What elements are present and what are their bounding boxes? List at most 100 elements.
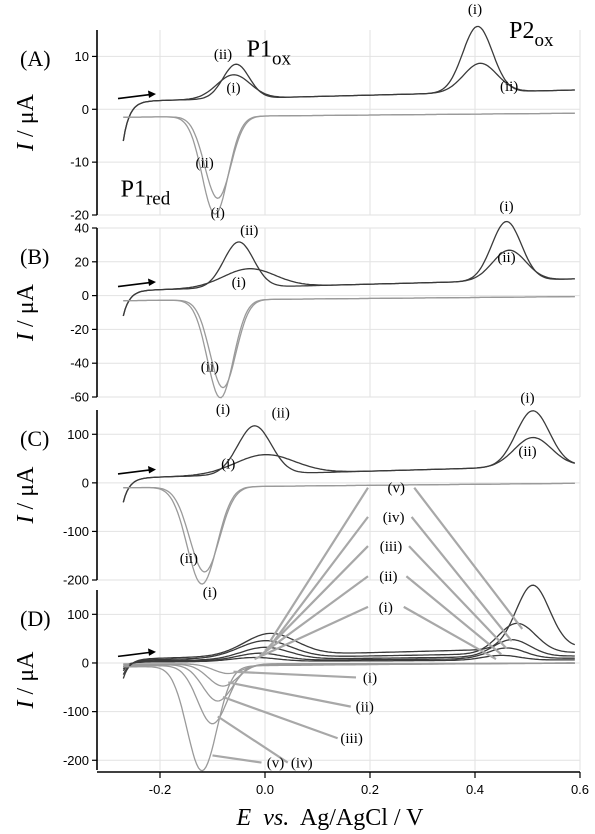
leader-bottom-3 <box>217 715 289 764</box>
x-axis-label-vs: vs. <box>263 805 289 831</box>
y-tick-label-a-3: -20 <box>70 208 89 223</box>
leader-bottom-0 <box>233 670 357 679</box>
y-tick-label-a-0: 10 <box>75 49 89 64</box>
y-tick-label-c-1: 0 <box>82 475 89 490</box>
peak-label-sub: red <box>146 189 171 210</box>
x-tick-label-4: 0.6 <box>571 782 589 797</box>
curve-label-a-5: (ii) <box>500 79 518 95</box>
y-tick-label-c-0: 100 <box>67 427 89 442</box>
series-reverse-d-iii <box>123 662 575 702</box>
curve-label-b-4: (i) <box>499 199 513 215</box>
scan-arrow-b <box>117 281 151 288</box>
curve-label-a-4: (i) <box>468 2 482 18</box>
scan-arrow-a <box>117 93 151 100</box>
peak-label-sub: ox <box>534 30 554 51</box>
y-tick-label-b-5: -60 <box>70 390 89 405</box>
y-axis-label-c: I / μA <box>13 466 39 525</box>
y-tick-label-b-3: -20 <box>70 322 89 337</box>
peak-label-main: P2 <box>509 18 534 44</box>
series-reverse-d-ii <box>123 662 575 687</box>
x-axis-label-e: E <box>236 805 252 831</box>
peak-label-sub: ox <box>272 48 292 69</box>
leader-label-top-1: (iv) <box>383 510 405 526</box>
y-axis-label-d: I / μA <box>13 651 39 710</box>
scan-arrowhead-a <box>148 90 156 99</box>
y-axis-label-a: I / μA <box>13 93 39 152</box>
y-tick-label-c-2: -100 <box>63 524 89 539</box>
y-axis-label-rest: / μA <box>13 651 39 695</box>
series-reverse-b-ii <box>123 295 575 389</box>
y-axis-label-i: I <box>13 142 39 152</box>
series-forward-d-iii <box>122 639 575 672</box>
series-reverse-b-i <box>123 295 575 399</box>
leader-top-right-4 <box>403 605 497 661</box>
curve-label-b-0: (ii) <box>240 223 258 239</box>
y-tick-label-b-2: 0 <box>82 288 89 303</box>
curve-label-a-0: (ii) <box>214 47 232 63</box>
y-axis-label-i: I <box>13 332 39 342</box>
y-tick-label-b-4: -40 <box>70 356 89 371</box>
panel-label-c: (C) <box>20 426 49 451</box>
leader-label-bottom-3: (iv) <box>291 756 313 772</box>
leader-label-bottom-4: (v) <box>267 756 285 772</box>
text-layer: 100-10-20(A) (ii)(i)(ii)(i)(i)(ii)P1oxP1r… <box>13 2 589 797</box>
series-forward-c-ii <box>122 425 575 503</box>
series-reverse-c-ii <box>123 482 575 573</box>
series-reverse-d-v <box>123 662 575 772</box>
leader-top-right-3 <box>405 575 502 656</box>
peak-label-a-1: P1red <box>121 177 171 210</box>
y-tick-label-d-0: 100 <box>67 607 89 622</box>
leader-label-top-0: (v) <box>388 481 406 497</box>
leader-bottom-1 <box>228 681 351 708</box>
leader-top-left-0 <box>269 487 369 642</box>
curve-label-c-5: (ii) <box>518 444 536 460</box>
y-axis-label-i: I <box>13 514 39 524</box>
series-reverse-a-ii <box>123 112 575 200</box>
leader-top-left-1 <box>269 516 369 647</box>
leader-top-right-2 <box>408 545 508 650</box>
y-axis-label-i: I <box>13 699 39 709</box>
y-tick-label-b-1: 20 <box>75 254 89 269</box>
curve-label-a-2: (ii) <box>195 155 213 171</box>
panel-label-d: (D) <box>20 606 51 631</box>
x-tick-label-3: 0.4 <box>466 782 484 797</box>
grid-layer <box>97 30 581 770</box>
series-reverse-c-i <box>123 482 575 585</box>
peak-label-a-0: P1ox <box>247 36 292 69</box>
y-tick-label-c-3: -200 <box>63 573 89 588</box>
leader-top-right-1 <box>410 516 513 642</box>
panel-label-b: (B) <box>20 244 49 269</box>
x-axis-label: E vs. Ag/AgCl / V <box>236 805 425 831</box>
y-axis-label-rest: / μA <box>13 93 39 137</box>
y-axis-label-b: I / μA <box>13 283 39 342</box>
series-forward-d-ii <box>122 647 575 670</box>
x-tick-label-2: 0.2 <box>361 782 379 797</box>
scan-arrowhead-d <box>148 648 156 656</box>
y-tick-label-d-2: -100 <box>63 704 89 719</box>
y-tick-label-b-0: 40 <box>75 221 89 236</box>
panel-label-a: (A) <box>20 46 51 71</box>
curve-label-b-2: (ii) <box>201 360 219 376</box>
leader-label-bottom-0: (i) <box>363 670 377 686</box>
series-forward-b-i <box>122 220 575 317</box>
scan-arrowhead-b <box>148 278 156 287</box>
peak-label-main: P1 <box>247 36 272 62</box>
peak-label-main: P1 <box>121 177 146 203</box>
series-forward-d-iv <box>122 622 575 675</box>
leader-top-left-2 <box>264 545 369 652</box>
series-forward-a-ii <box>122 62 575 142</box>
leader-label-top-2: (iii) <box>380 539 403 555</box>
peak-label-a-2: P2ox <box>509 18 554 51</box>
curve-label-c-3: (i) <box>203 585 217 601</box>
curve-label-b-1: (i) <box>232 275 246 291</box>
axes-layer <box>92 30 581 778</box>
leader-bottom-2 <box>222 695 338 740</box>
scan-arrowhead-c <box>148 465 156 474</box>
curve-label-c-1: (i) <box>221 456 235 472</box>
x-axis-label-rest: Ag/AgCl / V <box>300 805 424 831</box>
curve-label-a-3: (i) <box>211 206 225 222</box>
leader-bottom-4 <box>212 754 262 764</box>
curve-label-c-2: (ii) <box>180 551 198 567</box>
series-forward-b-ii <box>122 241 575 317</box>
